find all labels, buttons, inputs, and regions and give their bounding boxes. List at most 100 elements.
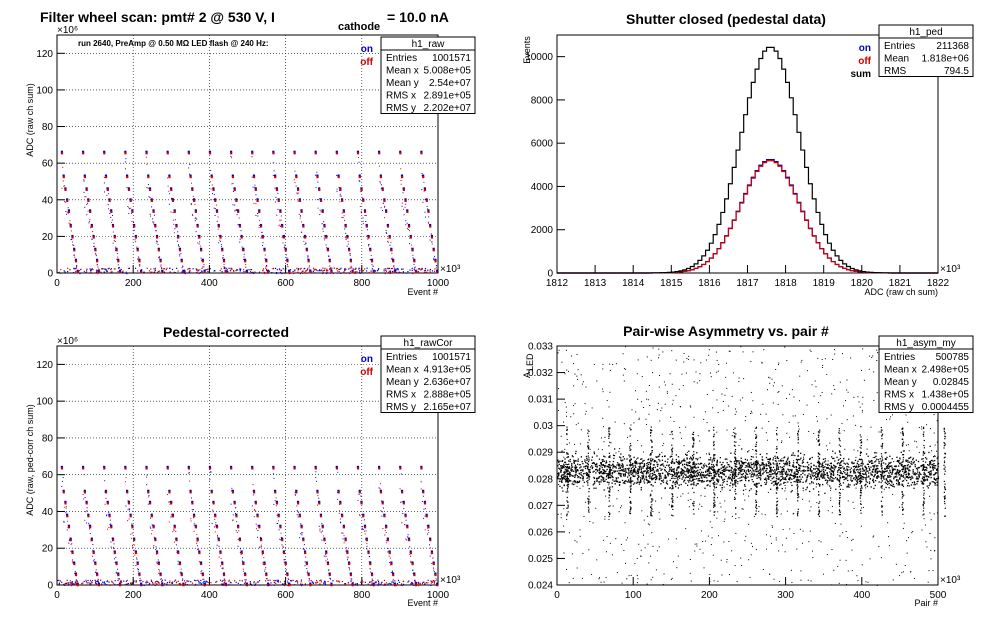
- data-point: [699, 469, 701, 471]
- data-point: [263, 247, 266, 250]
- data-point: [170, 187, 173, 190]
- data-point: [239, 269, 241, 271]
- data-point: [97, 272, 99, 275]
- data-point: [592, 462, 594, 464]
- data-point: [786, 462, 789, 464]
- data-point: [380, 500, 382, 502]
- data-point: [697, 474, 699, 477]
- data-point: [868, 475, 870, 477]
- data-point: [286, 584, 289, 586]
- data-point: [560, 480, 563, 482]
- data-point: [277, 515, 280, 518]
- data-point: [231, 268, 233, 270]
- data-point: [108, 515, 111, 518]
- data-point: [889, 476, 891, 478]
- data-point: [641, 472, 643, 474]
- data-point: [787, 481, 789, 483]
- data-point: [170, 211, 172, 213]
- data-point: [842, 470, 845, 473]
- data-point: [932, 467, 934, 469]
- data-point: [665, 482, 668, 484]
- data-point: [600, 475, 602, 477]
- data-point: [708, 459, 710, 461]
- data-point: [586, 457, 588, 459]
- data-point: [104, 175, 108, 179]
- data-point: [427, 529, 429, 531]
- data-point: [648, 475, 650, 477]
- data-point: [125, 158, 127, 160]
- data-point: [328, 258, 331, 261]
- data-point: [661, 455, 664, 458]
- data-point: [189, 269, 191, 272]
- data-point: [196, 218, 198, 220]
- data-point: [131, 212, 133, 214]
- data-point: [643, 464, 646, 466]
- data-point: [395, 269, 397, 271]
- data-point: [258, 226, 260, 228]
- data-point: [167, 177, 169, 179]
- data-point: [369, 249, 372, 252]
- data-point: [659, 460, 661, 462]
- data-point: [677, 471, 680, 473]
- data-point: [193, 522, 195, 524]
- data-point: [341, 216, 343, 218]
- data-point: [169, 580, 171, 582]
- data-point: [696, 475, 698, 478]
- data-point: [128, 267, 130, 270]
- data-point: [225, 583, 227, 585]
- data-point: [676, 473, 678, 475]
- data-point: [356, 465, 360, 469]
- data-point: [217, 539, 220, 542]
- data-point: [394, 269, 397, 271]
- data-point: [726, 483, 728, 486]
- data-point: [853, 470, 856, 472]
- data-point: [431, 581, 434, 583]
- data-point: [665, 476, 667, 478]
- data-point: [336, 272, 338, 274]
- data-point: [579, 469, 582, 472]
- data-point: [813, 464, 815, 467]
- data-point: [612, 463, 614, 466]
- data-point: [700, 476, 702, 479]
- data-point: [861, 476, 863, 479]
- data-point: [378, 467, 381, 470]
- data-point: [639, 468, 641, 470]
- data-point: [751, 471, 753, 473]
- data-point: [379, 181, 381, 183]
- data-point: [242, 557, 244, 559]
- data-point: [298, 213, 300, 215]
- data-point: [846, 475, 849, 477]
- data-point: [300, 209, 303, 212]
- data-point: [257, 529, 259, 531]
- data-point: [607, 487, 609, 489]
- data-point: [75, 582, 77, 584]
- data-point: [315, 579, 318, 582]
- data-point: [640, 479, 642, 481]
- data-point: [222, 584, 224, 586]
- data-point: [402, 500, 405, 503]
- data-point: [404, 198, 407, 201]
- data-point: [896, 479, 898, 481]
- data-point: [90, 223, 93, 227]
- data-point: [177, 551, 180, 555]
- data-point: [250, 583, 252, 586]
- data-point: [561, 467, 563, 469]
- data-point: [145, 156, 147, 158]
- data-point: [111, 581, 113, 583]
- data-point: [558, 463, 560, 465]
- data-point: [859, 471, 861, 474]
- data-point: [688, 450, 690, 452]
- data-point: [657, 469, 659, 471]
- data-point: [638, 462, 640, 465]
- data-point: [249, 582, 252, 584]
- data-point: [109, 519, 111, 521]
- data-point: [620, 473, 623, 475]
- data-point: [405, 538, 407, 540]
- data-point: [103, 152, 106, 155]
- data-point: [202, 266, 204, 268]
- data-point: [187, 150, 190, 153]
- data-point: [134, 267, 137, 269]
- data-point: [406, 222, 408, 224]
- data-point: [602, 464, 604, 467]
- data-point: [791, 469, 793, 471]
